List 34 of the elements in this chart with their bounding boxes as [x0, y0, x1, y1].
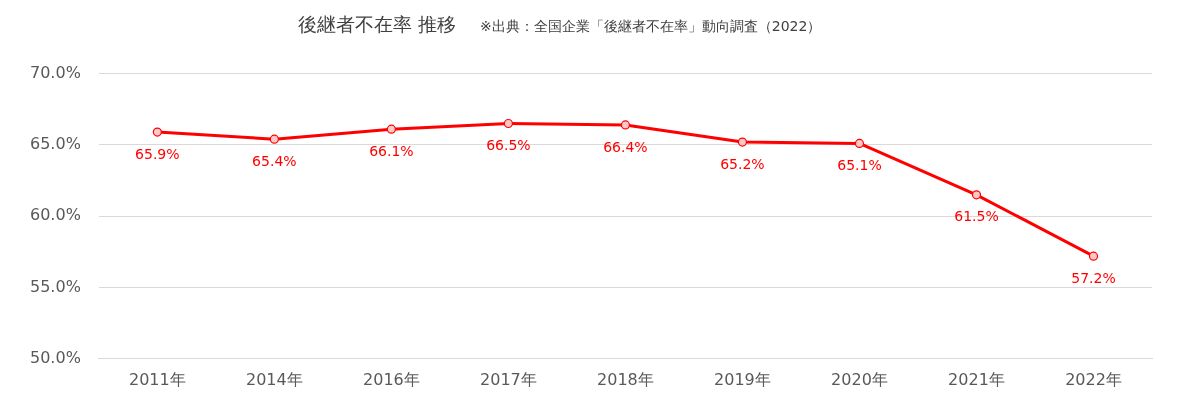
- data-label: 65.2%: [720, 155, 765, 172]
- y-tick-label: 55.0%: [30, 276, 81, 296]
- data-label: 61.5%: [954, 208, 999, 225]
- y-tick-label: 50.0%: [30, 347, 81, 367]
- y-tick-label: 70.0%: [30, 62, 81, 82]
- x-tick-label: 2011年: [128, 369, 186, 389]
- x-tick-label: 2020年: [831, 369, 888, 389]
- point: [386, 124, 396, 134]
- point: [503, 118, 513, 129]
- data-label: 66.5%: [486, 137, 531, 154]
- x-tick-label: 2019年: [714, 369, 771, 389]
- point: [971, 190, 982, 200]
- data-label: 66.1%: [369, 142, 414, 159]
- point: [620, 120, 631, 130]
- x-tick-label: 2016年: [363, 369, 420, 389]
- y-tick-label: 65.0%: [30, 134, 81, 154]
- y-tick-label: 60.0%: [30, 205, 81, 225]
- x-tick-label: 2021年: [948, 369, 1005, 389]
- data-label: 65.4%: [252, 152, 297, 169]
- data-label: 57.2%: [1071, 269, 1116, 286]
- data-label: 65.1%: [837, 157, 882, 174]
- chart-title: 後継者不在率 推移: [298, 12, 457, 37]
- point: [1088, 251, 1099, 261]
- data-label: 66.4%: [603, 138, 648, 155]
- x-tick-label: 2022年: [1065, 369, 1122, 389]
- x-tick-label: 2014年: [246, 369, 303, 389]
- point: [854, 138, 865, 149]
- point: [152, 127, 162, 137]
- point: [737, 137, 748, 147]
- data-label: 65.9%: [135, 145, 180, 162]
- text: ※出典：全国企業「後継者不在率」動向調査（2022）: [480, 18, 822, 36]
- x-tick-label: 2017年: [480, 369, 537, 389]
- x-tick-label: 2018年: [597, 369, 654, 389]
- point: [269, 134, 279, 144]
